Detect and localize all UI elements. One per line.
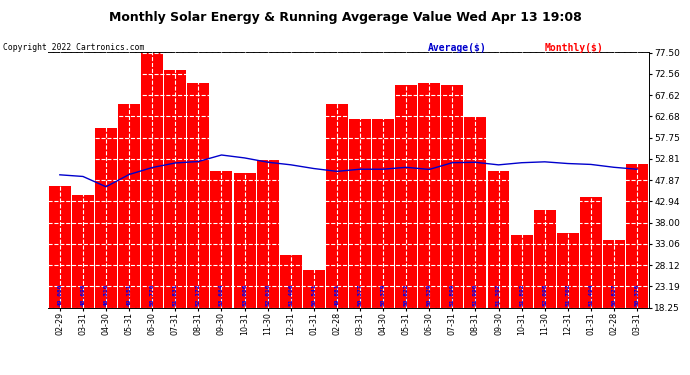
Text: 51.494: 51.494: [589, 283, 593, 306]
Bar: [418, 82, 440, 308]
Bar: [118, 104, 140, 308]
Text: 49.881: 49.881: [335, 283, 339, 306]
Bar: [257, 160, 279, 308]
Text: 50.541: 50.541: [311, 283, 316, 306]
Bar: [95, 128, 117, 308]
Bar: [580, 196, 602, 308]
Text: 50.379: 50.379: [381, 283, 386, 306]
Text: 51.406: 51.406: [288, 283, 293, 306]
Bar: [557, 233, 579, 308]
Text: 49.080: 49.080: [57, 283, 62, 306]
Text: Monthly($): Monthly($): [545, 43, 604, 53]
Text: 51.702: 51.702: [565, 283, 571, 306]
Text: 50.822: 50.822: [404, 283, 408, 306]
Text: 50.329: 50.329: [426, 283, 432, 306]
Text: 51.831: 51.831: [172, 283, 178, 306]
Text: 51.990: 51.990: [473, 283, 478, 306]
Bar: [372, 119, 394, 308]
Text: 50.376: 50.376: [635, 283, 640, 306]
Bar: [164, 70, 186, 308]
Text: 52.098: 52.098: [542, 283, 547, 306]
Text: 50.827: 50.827: [611, 283, 616, 306]
Bar: [488, 171, 509, 308]
Text: 51.392: 51.392: [496, 283, 501, 306]
Text: Monthly Solar Energy & Running Avgerage Value Wed Apr 13 19:08: Monthly Solar Energy & Running Avgerage …: [108, 11, 582, 24]
Text: 48.698: 48.698: [81, 283, 86, 306]
Bar: [303, 270, 325, 308]
Text: 53.684: 53.684: [219, 283, 224, 306]
Text: 52.172: 52.172: [196, 283, 201, 306]
Bar: [72, 195, 94, 308]
Bar: [279, 255, 302, 308]
Bar: [188, 82, 209, 308]
Bar: [349, 119, 371, 308]
Bar: [442, 85, 463, 308]
Text: 50.770: 50.770: [150, 283, 155, 306]
Bar: [234, 173, 255, 308]
Text: 46.310: 46.310: [104, 283, 108, 306]
Bar: [464, 117, 486, 308]
Text: Average($): Average($): [428, 43, 486, 53]
Bar: [603, 240, 625, 308]
Bar: [49, 186, 71, 308]
Text: Copyright 2022 Cartronics.com: Copyright 2022 Cartronics.com: [3, 43, 145, 52]
Bar: [210, 171, 233, 308]
Bar: [326, 104, 348, 308]
Text: 51.892: 51.892: [519, 283, 524, 306]
Text: 49.151: 49.151: [126, 283, 132, 306]
Text: 53.006: 53.006: [242, 283, 247, 306]
Bar: [511, 236, 533, 308]
Bar: [141, 53, 163, 308]
Bar: [395, 85, 417, 308]
Bar: [534, 210, 555, 308]
Text: 51.899: 51.899: [450, 283, 455, 306]
Text: 52.010: 52.010: [265, 283, 270, 306]
Text: 50.377: 50.377: [357, 283, 362, 306]
Bar: [626, 164, 648, 308]
